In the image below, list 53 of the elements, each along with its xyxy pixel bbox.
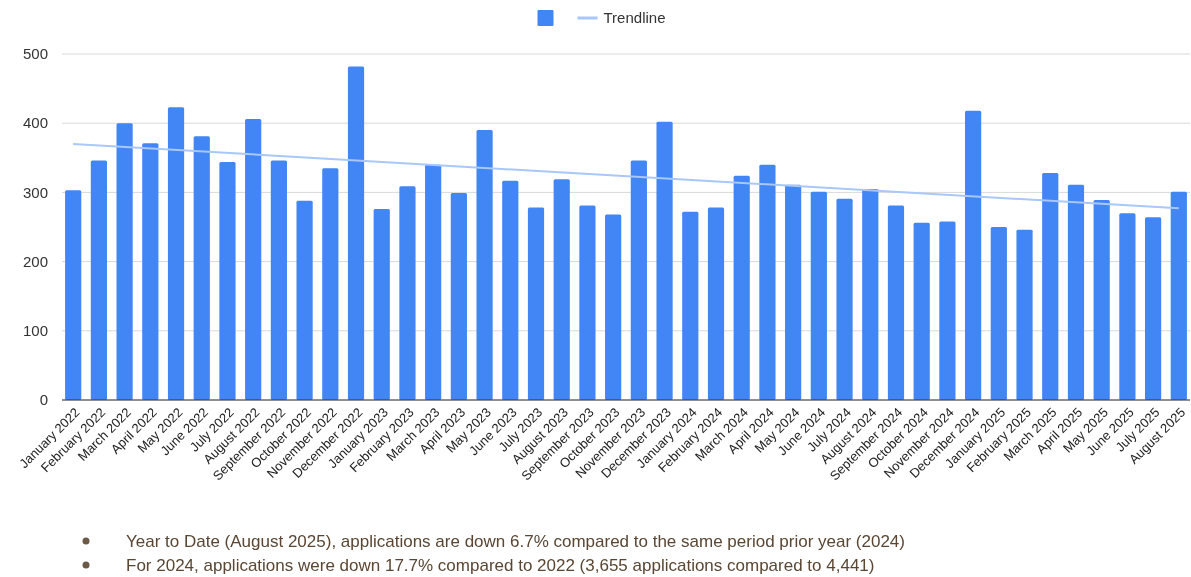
bar [193, 136, 210, 400]
bar [90, 160, 107, 400]
bar [245, 119, 262, 400]
y-tick-label: 400 [22, 114, 48, 132]
bar [322, 168, 339, 400]
bar [965, 110, 982, 400]
y-tick-label: 200 [22, 252, 48, 270]
bar [733, 175, 750, 400]
text: Year to Date (August 2025), applications are down 6.7% compared to the same period prior year (2024) [126, 531, 905, 551]
bar [270, 160, 287, 400]
bar [990, 227, 1007, 400]
bar [450, 193, 467, 400]
bar [502, 180, 519, 400]
bar [707, 207, 725, 400]
bar [887, 205, 905, 400]
y-tick-label: 500 [22, 45, 48, 63]
bar [913, 222, 930, 400]
bar [399, 186, 416, 400]
bar [347, 66, 365, 400]
bar [785, 184, 802, 400]
bar [759, 164, 776, 400]
bar [836, 198, 853, 400]
bar [1145, 217, 1162, 400]
bar [656, 121, 673, 400]
bar [219, 161, 236, 400]
y-tick-label: 0 [39, 391, 48, 409]
bar [476, 130, 493, 400]
bar [167, 107, 185, 400]
y-tick-label: 100 [22, 322, 48, 340]
legend-label: Trendline [603, 9, 666, 27]
bar [1042, 173, 1059, 400]
bar [630, 160, 647, 400]
bar [1067, 184, 1085, 400]
bar [1016, 229, 1033, 400]
bar [142, 143, 159, 400]
y-tick-label: 300 [22, 183, 48, 201]
bar [579, 205, 596, 400]
bar [425, 164, 442, 400]
bar [1119, 213, 1136, 400]
bar [862, 188, 879, 400]
bar [527, 207, 545, 400]
bar [373, 209, 390, 400]
text: For 2024, applications were down 17.7% compared to 2022 (3,655 applications compared to 4,441) [126, 555, 875, 575]
bar [939, 221, 956, 400]
bar [296, 200, 313, 400]
bar [116, 123, 133, 400]
bar [810, 191, 827, 400]
bar [1170, 191, 1187, 400]
bar [605, 214, 622, 400]
bar [553, 179, 570, 400]
bar [682, 211, 699, 400]
bar [1093, 200, 1110, 400]
bar [65, 190, 82, 400]
